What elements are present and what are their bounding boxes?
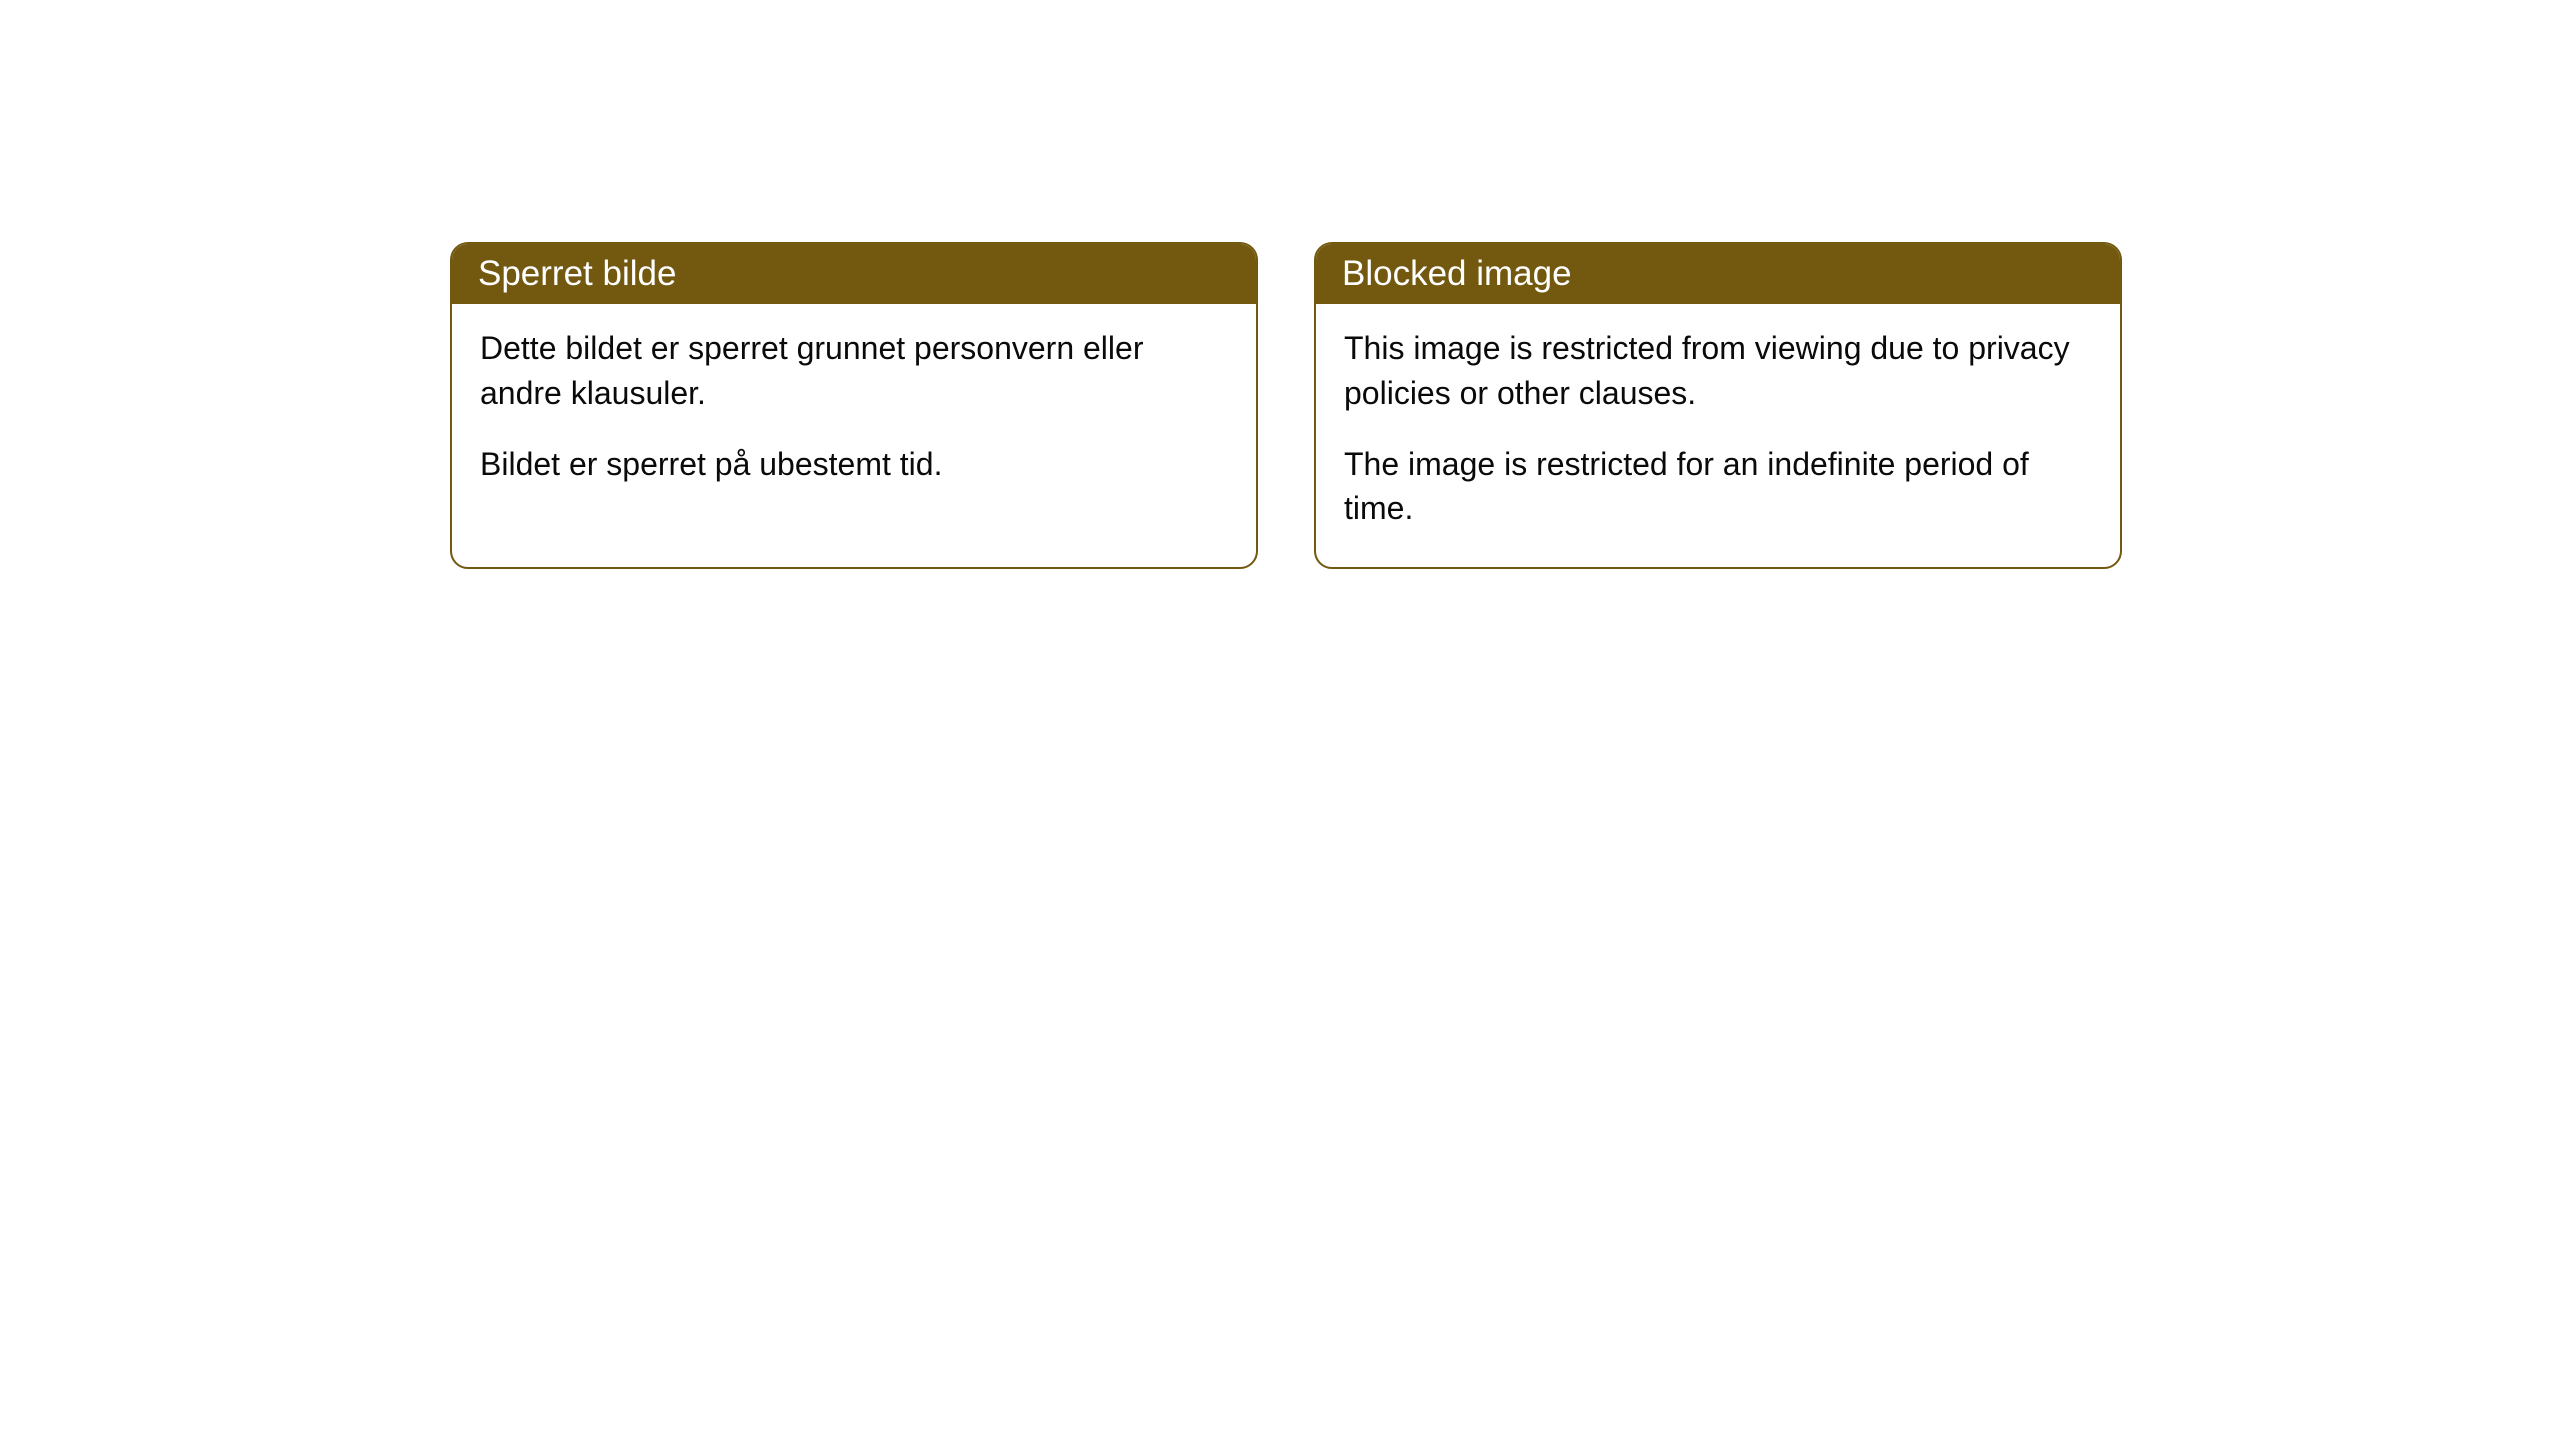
card-title: Sperret bilde <box>478 254 676 293</box>
notice-cards-container: Sperret bilde Dette bildet er sperret gr… <box>450 242 2122 569</box>
card-paragraph: This image is restricted from viewing du… <box>1344 326 2092 416</box>
blocked-image-card-norwegian: Sperret bilde Dette bildet er sperret gr… <box>450 242 1258 569</box>
card-header: Sperret bilde <box>452 244 1256 304</box>
card-body: Dette bildet er sperret grunnet personve… <box>452 304 1256 522</box>
card-paragraph: Dette bildet er sperret grunnet personve… <box>480 326 1228 416</box>
card-paragraph: The image is restricted for an indefinit… <box>1344 442 2092 532</box>
card-paragraph: Bildet er sperret på ubestemt tid. <box>480 442 1228 487</box>
card-body: This image is restricted from viewing du… <box>1316 304 2120 567</box>
blocked-image-card-english: Blocked image This image is restricted f… <box>1314 242 2122 569</box>
card-title: Blocked image <box>1342 254 1572 293</box>
card-header: Blocked image <box>1316 244 2120 304</box>
